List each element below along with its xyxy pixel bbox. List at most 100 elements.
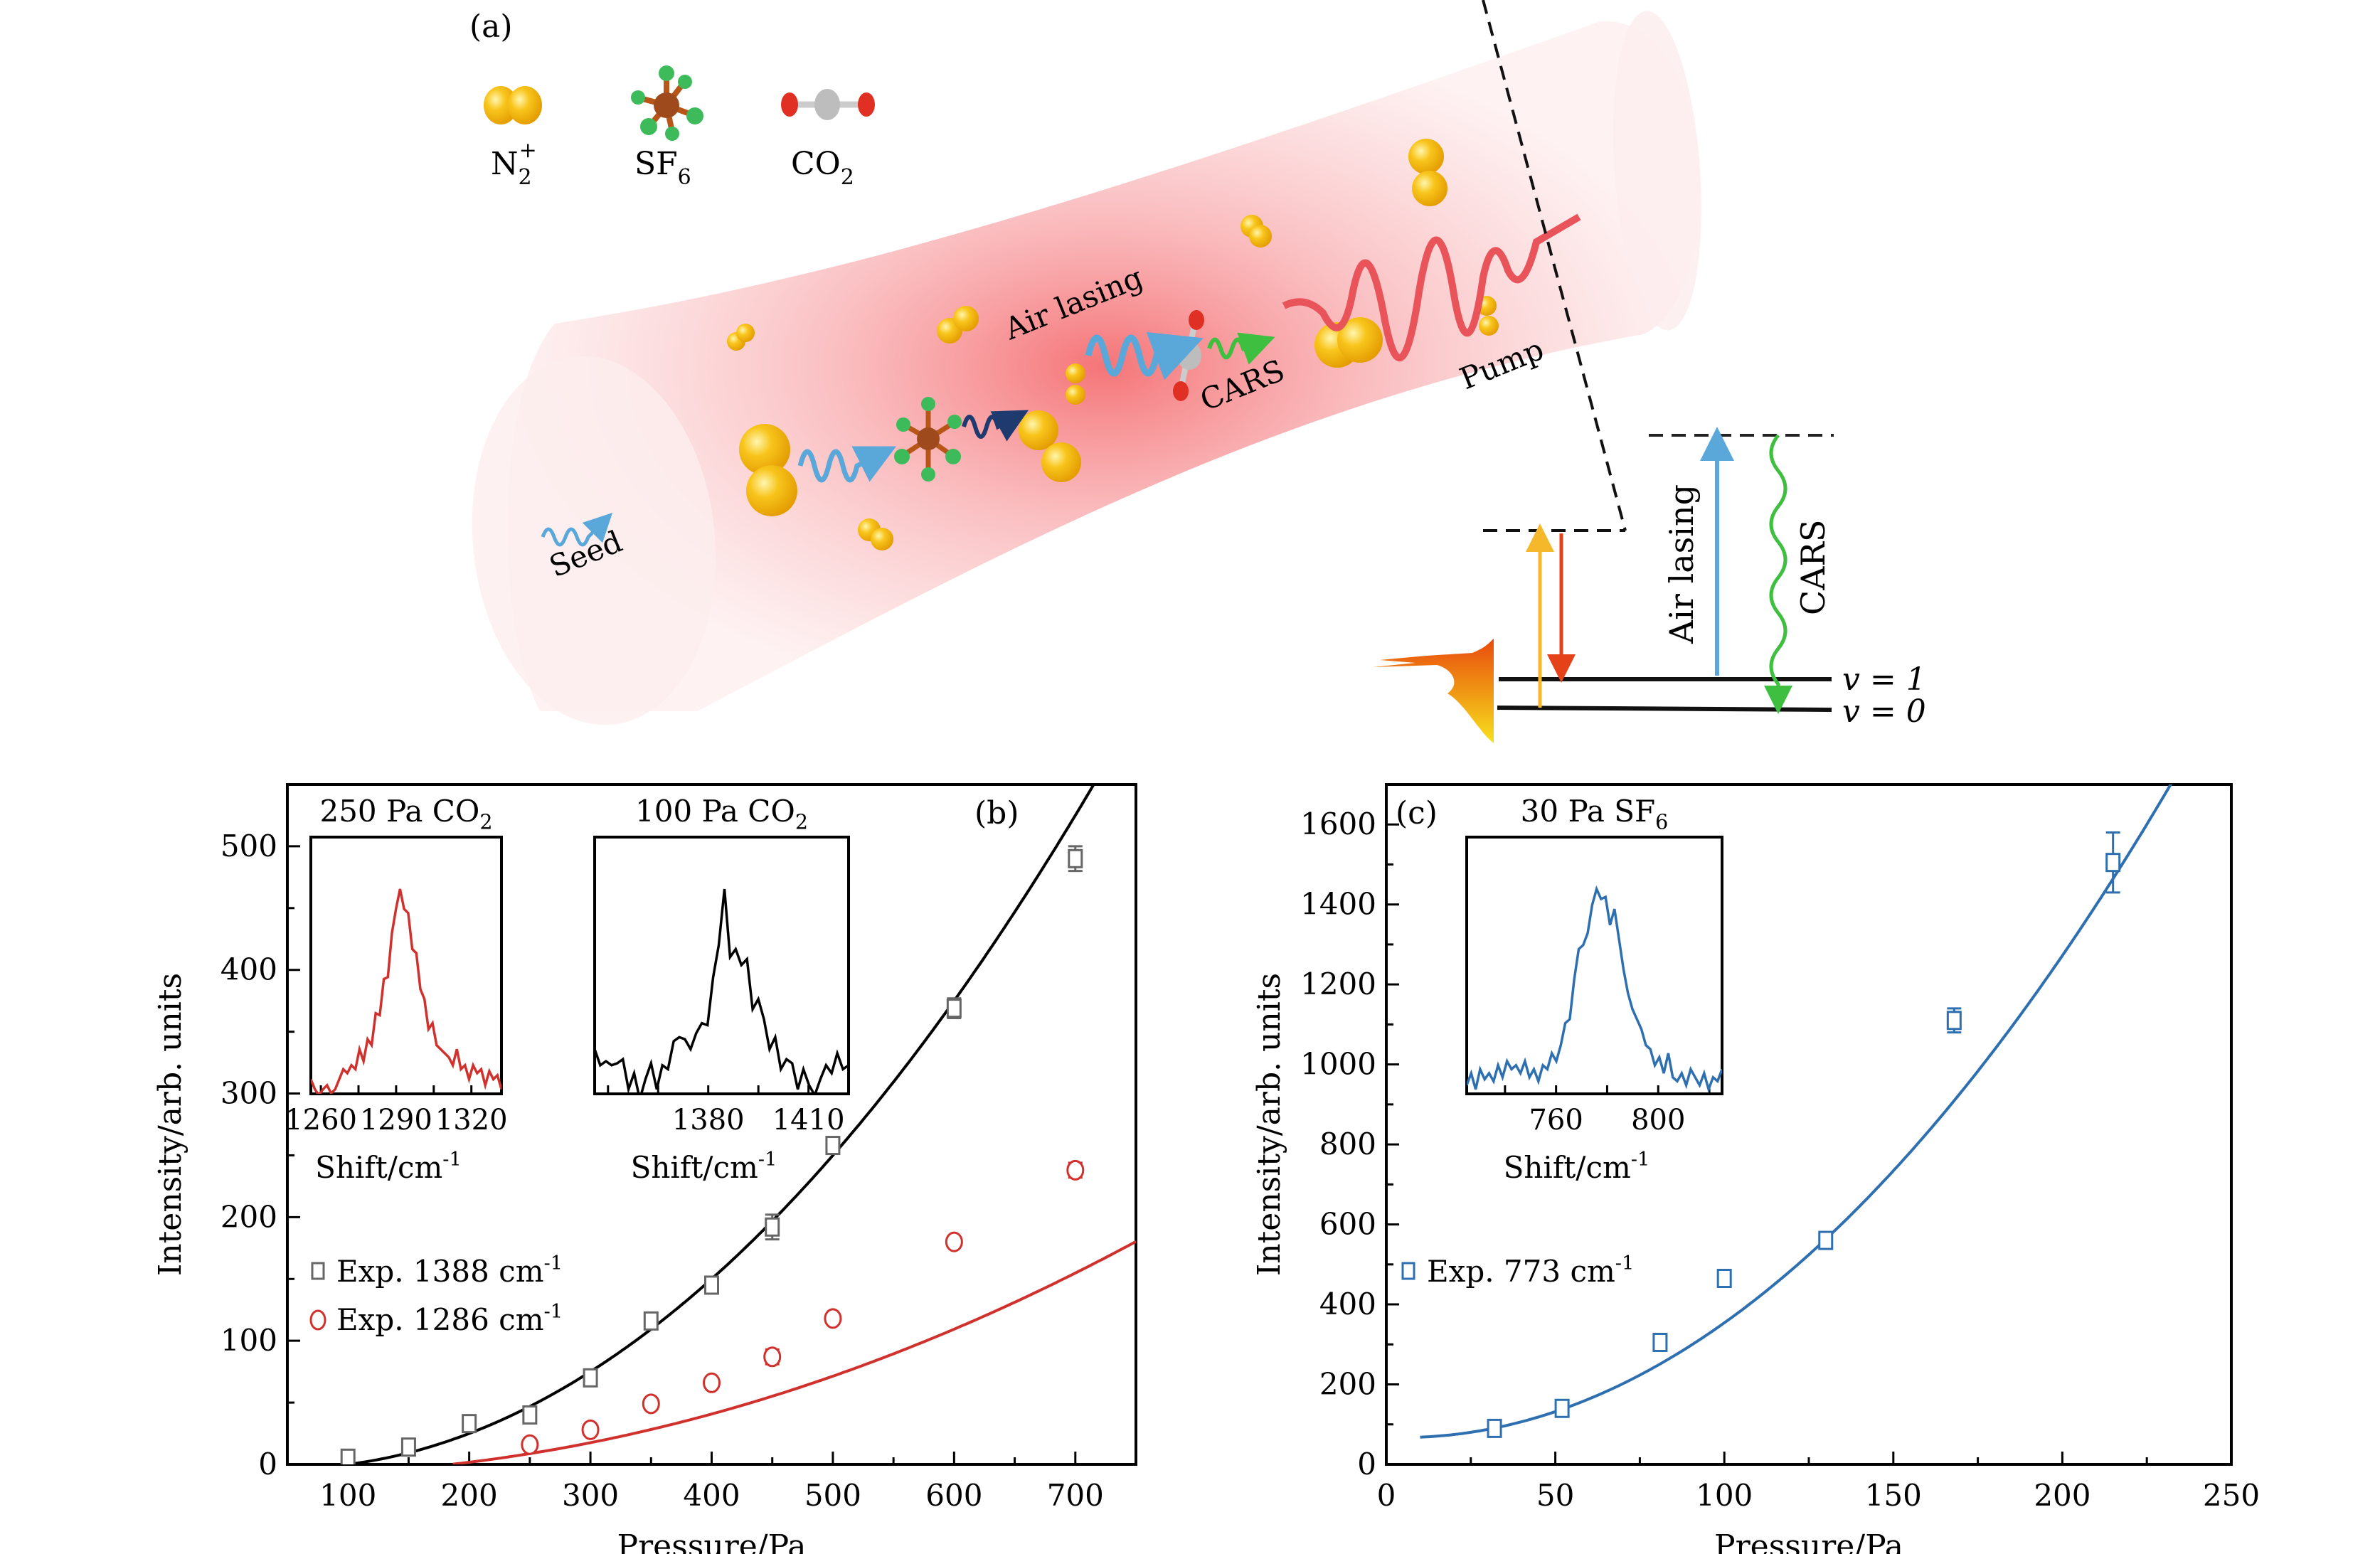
seed-wave-icon	[541, 512, 613, 547]
y-tick-label: 800	[1319, 1127, 1376, 1161]
legend-circle-marker	[309, 1309, 326, 1331]
laser-beam	[507, 21, 1701, 711]
x-axis-label: Pressure/Pa	[1714, 1528, 1903, 1554]
data-point	[581, 1419, 600, 1440]
sf6-molecule-icon	[631, 65, 703, 141]
circle-marker	[703, 1372, 721, 1393]
inset-x-label: Shift/cm-1	[1504, 1149, 1650, 1185]
cars-down-wave-arrow	[1764, 434, 1792, 714]
data-point	[1487, 1418, 1502, 1438]
v1-label: v = 1	[1842, 661, 1926, 698]
sf6-in-beam-icon	[894, 397, 962, 481]
cars-wave-icon	[1207, 332, 1275, 365]
inset-x-label: Shift/cm-1	[631, 1149, 777, 1185]
legend-entry-label: Exp. 773 cm-1	[1427, 1252, 1634, 1289]
square-marker	[704, 1275, 719, 1295]
data-point	[583, 1368, 598, 1388]
square-marker	[1946, 1011, 1962, 1031]
data-point	[946, 997, 962, 1020]
x-tick-label: 100	[319, 1478, 376, 1513]
x-tick-label: 200	[441, 1478, 498, 1513]
x-tick-label: 300	[562, 1478, 619, 1513]
x-tick-label: 500	[804, 1478, 861, 1513]
legend-entry-label: Exp. 1286 cm-1	[336, 1301, 563, 1337]
panel-label: (b)	[974, 795, 1019, 831]
y-tick-label: 1600	[1300, 807, 1376, 841]
energy-level-diagram: Air lasing CARS v = 1 v = 0	[1373, 0, 1926, 743]
data-point	[704, 1275, 719, 1295]
inset-frame	[593, 836, 850, 1095]
y-tick-label: 400	[1319, 1287, 1376, 1321]
level-v0	[1497, 706, 1832, 712]
circle-marker	[581, 1419, 600, 1440]
inset-spectrum-1: 30 Pa SF6 760 800 Shift/cm-1	[1465, 794, 1723, 1185]
inset-title: 100 Pa CO2	[635, 794, 808, 834]
fit-curve	[351, 784, 1095, 1464]
legend-co2: CO2	[781, 89, 875, 190]
square-marker	[1554, 1398, 1570, 1418]
y-tick-label: 100	[221, 1323, 277, 1358]
pump-pulse-icon	[1282, 213, 1581, 362]
data-point	[642, 1393, 660, 1415]
square-marker	[825, 1136, 841, 1156]
y-tick-label: 600	[1319, 1207, 1376, 1242]
data-point	[1554, 1398, 1570, 1418]
inset-tick-label: 1260	[285, 1104, 357, 1137]
x-tick-label: 50	[1536, 1478, 1574, 1513]
circle-marker	[642, 1393, 660, 1415]
circle-marker	[1066, 1159, 1085, 1181]
n2-plus-molecules	[727, 139, 1499, 550]
inset-tick-label: 1380	[672, 1104, 745, 1137]
square-marker	[643, 1311, 659, 1331]
panel-label: (c)	[1396, 795, 1438, 831]
series-2	[452, 1159, 1136, 1464]
x-tick-label: 0	[1377, 1478, 1396, 1513]
y-tick-label: 0	[258, 1447, 277, 1481]
x-tick-label: 600	[925, 1478, 982, 1513]
square-marker	[2105, 853, 2121, 873]
y-tick-label: 500	[221, 829, 277, 863]
sf6-emission-wave-icon	[962, 410, 1029, 442]
inset-frame	[1465, 836, 1723, 1095]
square-marker	[1068, 848, 1083, 868]
inset-tick-label: 800	[1631, 1104, 1685, 1137]
x-tick-label: 400	[683, 1478, 740, 1513]
inset-tick-label: 1290	[360, 1104, 432, 1137]
fit-curve	[452, 1240, 1136, 1464]
y-axis-label: Intensity/arb. units	[152, 973, 188, 1276]
inset-spectrum-1: 250 Pa CO2 1260 1290 1320 Shift/cm-1	[285, 794, 507, 1185]
circle-marker	[824, 1308, 842, 1329]
chart-b: 100 200 300 400 500 600 700 0 100 200 300 400 500 Pre…	[152, 783, 1137, 1554]
data-point	[825, 1136, 841, 1156]
x-tick-label: 150	[1865, 1478, 1922, 1513]
data-point	[522, 1405, 538, 1425]
panel-a-label: (a)	[469, 9, 513, 45]
inset-tick-label: 1410	[772, 1104, 845, 1137]
inset-frame	[309, 836, 503, 1095]
beam-exit	[1613, 11, 1701, 331]
y-tick-label: 400	[221, 952, 277, 987]
data-point	[1652, 1332, 1668, 1352]
inset-spectrum-2: 100 Pa CO2 1380 1410 Shift/cm-1	[593, 794, 850, 1185]
legend-sf6-label: SF6	[634, 146, 691, 190]
n2-plus-molecule-icon	[484, 86, 542, 124]
legend-n2-plus-label: N2+	[491, 138, 537, 190]
y-tick-label: 0	[1357, 1447, 1376, 1481]
square-marker	[522, 1405, 538, 1425]
cars-diagram-label: CARS	[1794, 519, 1832, 615]
y-tick-label: 1200	[1300, 967, 1376, 1001]
y-tick-label: 200	[1319, 1367, 1376, 1402]
circle-marker	[763, 1346, 782, 1368]
inset-x-label: Shift/cm-1	[315, 1149, 462, 1185]
data-point	[945, 1231, 963, 1252]
data-point	[1946, 1007, 1962, 1034]
square-marker	[462, 1414, 477, 1434]
virtual-level-low	[1482, 0, 1627, 531]
data-point	[521, 1434, 539, 1455]
legend-n2-plus: N2+	[484, 86, 542, 190]
data-point	[462, 1414, 477, 1434]
x-tick-label: 700	[1047, 1478, 1104, 1513]
data-point	[2105, 831, 2121, 894]
square-marker	[1487, 1418, 1502, 1438]
